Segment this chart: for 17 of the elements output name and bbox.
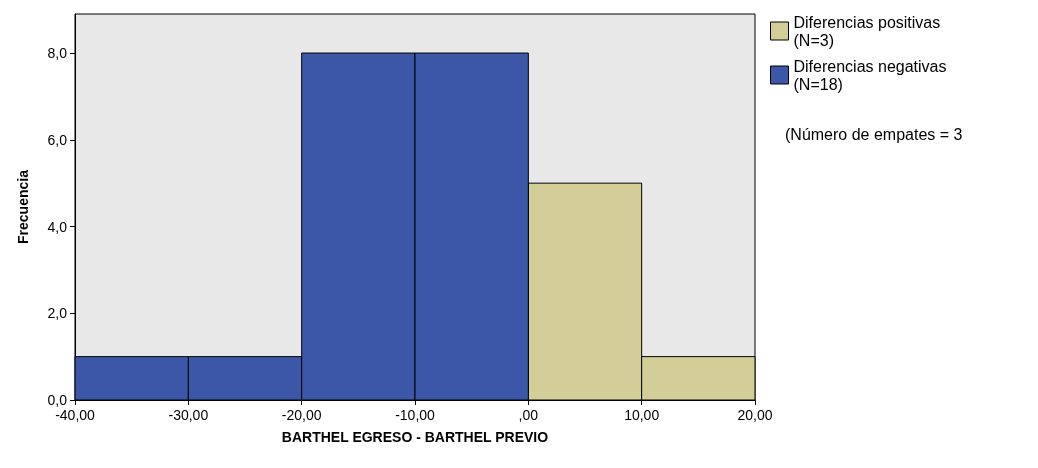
text: (Número de empates = 3 [785,125,963,143]
x-tick-label: 20,00 [737,407,773,423]
y-tick-label: 8,0 [47,45,68,62]
legend-label: Diferencias negativas (N=18) [793,57,947,93]
y-tick-label: 0,0 [47,392,68,408]
legend-label: Diferencias positivas (N=3) [793,13,941,49]
x-tick-label: ,00 [518,407,539,423]
x-axis-title: BARTHEL EGRESO - BARTHEL PREVIO [281,429,549,445]
y-tick-label: 6,0 [47,131,68,148]
y-axis-title: Frecuencia [15,169,31,244]
x-tick-label: -40,00 [55,407,96,423]
y-tick-label: 4,0 [47,218,68,235]
x-tick-label: -10,00 [395,407,436,423]
x-tick-label: 10,00 [624,407,660,423]
x-tick-label: -30,00 [168,407,209,423]
y-tick-label: 2,0 [47,305,68,322]
x-tick-label: -20,00 [281,407,322,423]
